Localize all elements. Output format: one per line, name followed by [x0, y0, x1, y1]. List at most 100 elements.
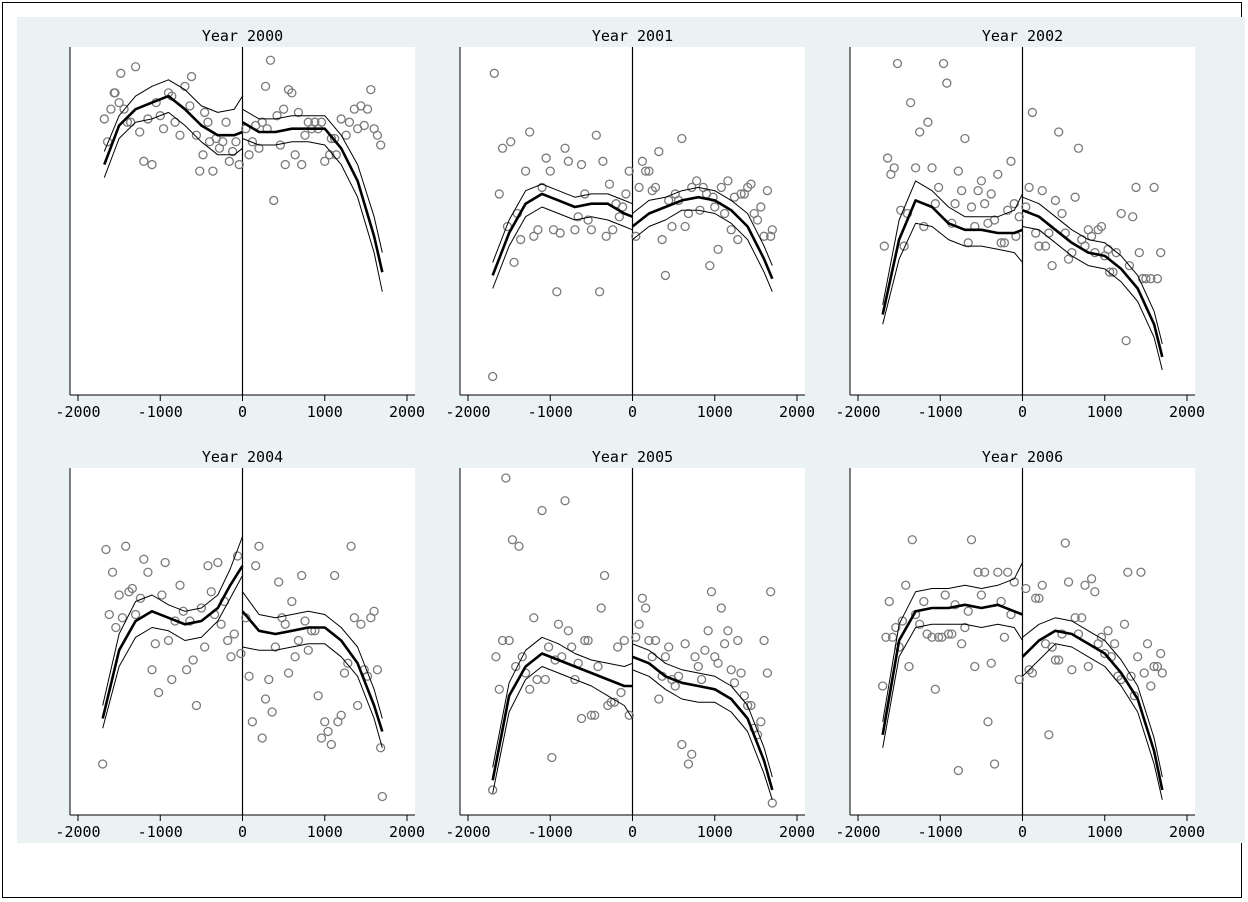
x-tick-label: 1000	[307, 403, 343, 421]
data-point	[1040, 241, 1051, 251]
data-point	[278, 104, 289, 114]
data-point	[1031, 593, 1041, 603]
left-ci-upper	[103, 79, 243, 152]
data-point	[583, 635, 593, 646]
data-point	[631, 231, 641, 241]
data-point	[696, 674, 707, 685]
data-point	[234, 159, 244, 170]
data-point	[274, 577, 284, 587]
x-tick-label: -1000	[918, 403, 963, 421]
left-ci-upper	[882, 562, 1023, 722]
data-point	[910, 163, 921, 173]
right-ci-lower	[242, 643, 383, 748]
data-point	[1141, 274, 1151, 284]
data-point	[181, 665, 192, 675]
data-point	[1027, 107, 1038, 118]
data-point	[692, 176, 702, 186]
data-point	[175, 130, 185, 140]
data-point	[762, 186, 773, 196]
data-point	[139, 554, 149, 564]
data-point	[257, 733, 267, 743]
data-point	[352, 700, 363, 711]
data-point	[933, 182, 944, 193]
data-point	[489, 68, 499, 78]
x-tick-label: 0	[238, 403, 247, 421]
data-point	[269, 195, 279, 206]
data-point	[1111, 247, 1121, 258]
x-tick-label: -1000	[138, 823, 183, 841]
data-point	[494, 684, 504, 694]
data-point	[583, 215, 593, 225]
data-point	[966, 202, 977, 212]
data-point	[1086, 574, 1097, 584]
data-point	[654, 694, 664, 704]
data-point	[336, 114, 346, 124]
data-point	[1119, 619, 1130, 629]
data-point	[624, 710, 634, 720]
data-point	[703, 626, 713, 636]
data-point	[976, 590, 987, 600]
x-tick-label: 0	[628, 823, 637, 841]
x-tick-label: 2000	[1169, 823, 1205, 841]
data-point	[200, 642, 210, 652]
data-point	[1006, 156, 1016, 166]
data-point	[700, 645, 710, 655]
data-point	[244, 150, 254, 160]
data-point	[106, 104, 116, 114]
data-point	[590, 710, 600, 720]
data-point	[1103, 626, 1113, 636]
data-point	[1096, 632, 1107, 642]
data-point	[1123, 567, 1133, 577]
data-point	[693, 661, 703, 672]
x-tick-label: -1000	[528, 403, 573, 421]
data-point	[1047, 642, 1057, 652]
data-point	[953, 765, 963, 776]
data-point	[188, 655, 198, 665]
data-point	[759, 231, 769, 241]
data-point	[529, 231, 539, 241]
data-point	[670, 681, 680, 691]
data-point	[196, 603, 207, 613]
data-point	[1077, 613, 1087, 623]
data-point	[150, 639, 160, 649]
data-point	[915, 127, 925, 137]
data-point	[1083, 661, 1093, 672]
data-point	[953, 166, 963, 176]
data-point	[280, 159, 290, 170]
data-point	[280, 619, 290, 629]
data-point	[604, 179, 615, 189]
data-point	[767, 225, 777, 235]
data-point	[705, 260, 715, 271]
left-fit-line	[103, 94, 243, 166]
left-ci-lower	[882, 222, 1023, 325]
data-point	[766, 587, 776, 597]
data-point	[116, 68, 126, 78]
data-point	[963, 238, 973, 248]
data-point	[117, 613, 128, 623]
x-tick-label: -1000	[918, 823, 963, 841]
data-point	[956, 186, 967, 196]
data-point	[593, 661, 603, 672]
x-tick-label: -2000	[55, 403, 100, 421]
data-point	[736, 189, 746, 199]
data-point	[339, 668, 350, 678]
panel-1: Year 2000 -2000 -1000 0 1000 2000	[55, 27, 425, 421]
data-point	[983, 717, 993, 727]
data-point	[989, 759, 1000, 769]
data-point	[547, 752, 557, 763]
data-point	[491, 652, 501, 662]
data-point	[690, 652, 700, 662]
data-point	[494, 189, 504, 199]
data-point	[147, 665, 157, 675]
data-point	[1050, 195, 1061, 206]
data-point	[543, 642, 554, 652]
data-point	[344, 117, 355, 127]
data-point	[930, 684, 940, 694]
right-fit-line	[1021, 629, 1164, 791]
data-point	[927, 632, 937, 642]
data-point	[293, 635, 304, 646]
data-point	[329, 570, 340, 581]
data-point	[236, 648, 246, 659]
data-point	[336, 710, 346, 720]
data-point	[687, 749, 697, 759]
